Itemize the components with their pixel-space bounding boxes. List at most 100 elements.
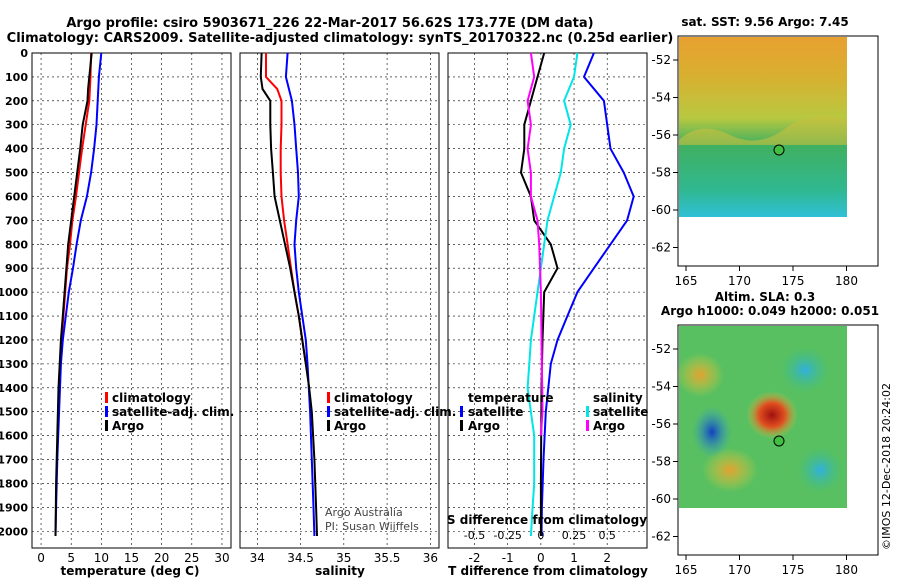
map-xtick-label: 175 — [782, 563, 805, 577]
legend-label: climatology — [334, 391, 413, 405]
sla-warm-patch — [676, 353, 724, 397]
series-line-satellite-adj-clim- — [284, 52, 316, 537]
legend-label: satellite-adj. clim. — [334, 405, 456, 419]
temperature-legend: climatology satellite-adj. clim. Argo — [105, 391, 234, 433]
map-ytick-label: -56 — [651, 128, 671, 142]
x-tick-label: 10 — [94, 551, 109, 565]
map-ytick-label: -54 — [651, 91, 671, 105]
difference-xlabel: T difference from climatology — [448, 564, 648, 578]
difference-legend-salinity: salinity satellite Argo — [586, 391, 648, 433]
x-tick-label: 2 — [603, 551, 611, 565]
legend-swatch-satellite — [105, 406, 108, 417]
x-tick-label: -1 — [502, 551, 514, 565]
depth-tick-label: 500 — [5, 167, 28, 180]
depth-tick-label: 1400 — [0, 382, 28, 395]
legend-swatch-s-satellite — [586, 406, 589, 417]
x-tick-label: 0 — [37, 551, 45, 565]
salinity-legend: climatology satellite-adj. clim. Argo — [327, 391, 456, 433]
map-ytick-label: -56 — [651, 417, 671, 431]
x-tick-label: 35 — [336, 551, 351, 565]
map-xtick-label: 165 — [675, 274, 698, 288]
depth-tick-label: 0 — [20, 47, 28, 60]
x-tick-label: 34.5 — [287, 551, 314, 565]
series-line-argo — [259, 52, 318, 537]
sst-argo-marker — [773, 144, 785, 156]
salinity-xlabel: salinity — [315, 564, 365, 578]
series-line-s-satellite — [526, 52, 579, 537]
depth-tick-label: 400 — [5, 143, 28, 156]
map-ytick-label: -52 — [651, 53, 671, 67]
series-line-s-argo — [526, 52, 544, 436]
series-line-argo — [54, 52, 93, 537]
top-x-tick-label: -0.5 — [464, 529, 485, 542]
difference-top-xlabel: S difference from climatology — [447, 513, 647, 527]
legend-title: temperature — [468, 391, 553, 405]
legend-label: satellite — [468, 405, 523, 419]
legend-swatch-argo — [105, 420, 108, 431]
legend-label: Argo — [334, 419, 366, 433]
x-tick-label: -2 — [469, 551, 481, 565]
temperature-panel: 0 5 10 15 20 25 30 — [31, 52, 232, 565]
salinity-annotation-1: Argo Australia — [325, 506, 403, 519]
x-tick-label: 20 — [154, 551, 169, 565]
depth-tick-label: 1500 — [0, 406, 28, 419]
legend-swatch-t-satellite — [460, 406, 463, 417]
legend-label: satellite — [593, 405, 648, 419]
sst-map-title: sat. SST: 9.56 Argo: 7.45 — [681, 15, 848, 29]
legend-swatch-climatology — [327, 392, 330, 403]
depth-tick-label: 200 — [5, 95, 28, 108]
top-x-tick-label: -0.25 — [493, 529, 521, 542]
x-tick-label: 36 — [423, 551, 438, 565]
salinity-annotation-2: PI: Susan Wijffels — [325, 520, 419, 533]
panel-frame — [447, 52, 648, 549]
x-tick-label: 30 — [214, 551, 229, 565]
x-tick-label: 1 — [570, 551, 578, 565]
map-xtick-label: 180 — [835, 274, 858, 288]
depth-tick-label: 100 — [5, 71, 28, 84]
sla-map-xticks: 165 170 175 180 — [675, 555, 858, 577]
title-line-2: Climatology: CARS2009. Satellite-adjuste… — [7, 31, 674, 46]
legend-label: Argo — [468, 419, 500, 433]
series-line-satellite-adj-clim- — [54, 52, 103, 537]
depth-tick-label: 1300 — [0, 358, 28, 371]
x-tick-label: 5 — [67, 551, 75, 565]
sst-map-yticks: -52 -54 -56 -58 -60 -62 — [651, 53, 678, 255]
map-xtick-label: 170 — [728, 563, 751, 577]
legend-swatch-t-argo — [460, 420, 463, 431]
legend-label: climatology — [112, 391, 191, 405]
sst-map-xticks: 165 170 175 180 — [675, 266, 858, 288]
depth-tick-label: 600 — [5, 190, 28, 203]
legend-swatch-satellite — [327, 406, 330, 417]
depth-tick-label: 900 — [5, 262, 28, 275]
depth-tick-label: 1800 — [0, 477, 28, 490]
difference-panel: -2 -1 0 1 2-0.5 -0.25 0 0.25 0.5 — [447, 52, 648, 565]
depth-tick-label: 1900 — [0, 501, 28, 514]
sst-front — [679, 116, 847, 145]
sla-cool-patch — [796, 446, 844, 494]
map-xtick-label: 175 — [782, 274, 805, 288]
sla-map-title-1: Altim. SLA: 0.3 — [715, 290, 816, 304]
sla-map-yticks: -52 -54 -56 -58 -60 -62 — [651, 342, 678, 544]
map-ytick-label: -52 — [651, 342, 671, 356]
depth-tick-label: 1000 — [0, 286, 28, 299]
salinity-panel: 34 34.5 35 35.5 36 — [239, 52, 440, 565]
x-tick-label: 0 — [537, 551, 545, 565]
map-xtick-label: 170 — [728, 274, 751, 288]
map-ytick-label: -54 — [651, 380, 671, 394]
map-ytick-label: -60 — [651, 203, 671, 217]
series-line-t-satellite — [540, 52, 635, 537]
sla-cool-patch — [779, 346, 831, 394]
sla-low-anomaly — [692, 406, 732, 458]
sst-map: sat. SST: 9.56 Argo: 7.45 -52 -54 -56 -58 -6… — [651, 15, 879, 288]
difference-legend-temperature: temperature satellite Argo — [460, 391, 553, 433]
x-tick-label: 15 — [124, 551, 139, 565]
depth-tick-label: 2000 — [0, 525, 28, 538]
depth-axis: 0 100 200 300 400 500 600 700 800 900 1000 1100 1200… — [0, 47, 28, 538]
top-x-tick-label: 0.5 — [598, 529, 616, 542]
legend-swatch-s-argo — [586, 420, 589, 431]
imos-credit: ©IMOS 12-Dec-2018 20:24:02 — [880, 383, 893, 550]
depth-tick-label: 300 — [5, 119, 28, 132]
x-tick-label: 25 — [184, 551, 199, 565]
depth-tick-label: 1100 — [0, 310, 28, 323]
